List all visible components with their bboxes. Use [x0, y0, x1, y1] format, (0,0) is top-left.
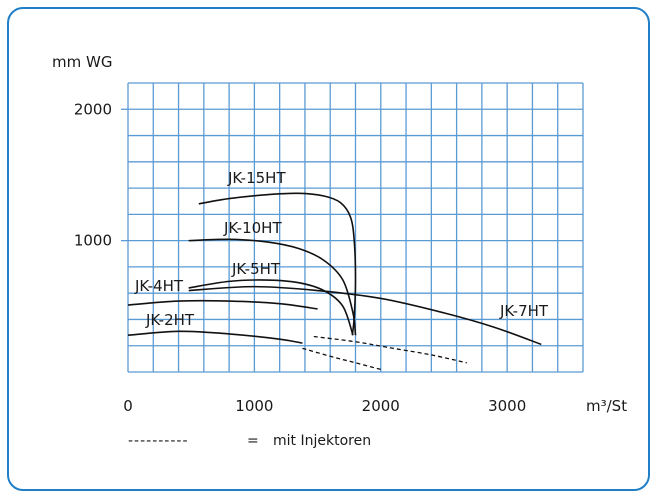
injector-line — [313, 335, 467, 364]
series-labels: JK-15HT JK-10HT JK-5HT JK-7HT JK-4HT JK-2HT — [134, 169, 549, 329]
x-tick-label: 2000 — [362, 397, 400, 415]
series-label-jk-4ht: JK-4HT — [134, 277, 184, 295]
y-tick-label: 2000 — [74, 100, 112, 118]
series-label-jk-15ht: JK-15HT — [227, 169, 286, 187]
legend-dashes: ---------- — [128, 433, 189, 449]
x-tick-label: 3000 — [488, 397, 526, 415]
series-line-jk-4ht — [127, 299, 318, 310]
x-tick-label: 1000 — [235, 397, 273, 415]
x-tick-label: 0 — [123, 397, 133, 415]
series-line-jk-10ht — [188, 238, 357, 336]
curves — [127, 192, 542, 371]
y-axis-label: mm WG — [52, 53, 112, 71]
series-line-jk-5ht — [188, 279, 354, 336]
series-label-jk-2ht: JK-2HT — [145, 311, 195, 329]
grid — [121, 82, 584, 373]
series-label-jk-7ht: JK-7HT — [499, 302, 549, 320]
y-tick-label: 1000 — [74, 232, 112, 250]
legend-equals: = — [247, 433, 259, 449]
series-label-jk-5ht: JK-5HT — [231, 260, 281, 278]
series-line-jk-15ht — [198, 192, 357, 336]
chart-frame — [7, 7, 650, 491]
legend-text: mit Injektoren — [273, 433, 371, 449]
x-axis-label: m³/St — [586, 397, 627, 415]
injector-line — [302, 347, 381, 371]
series-line-jk-2ht — [127, 330, 303, 344]
tick-labels: 0 1000 2000 3000 1000 2000 — [74, 100, 526, 415]
series-label-jk-10ht: JK-10HT — [223, 219, 282, 237]
series-line-jk-7ht — [188, 285, 542, 346]
